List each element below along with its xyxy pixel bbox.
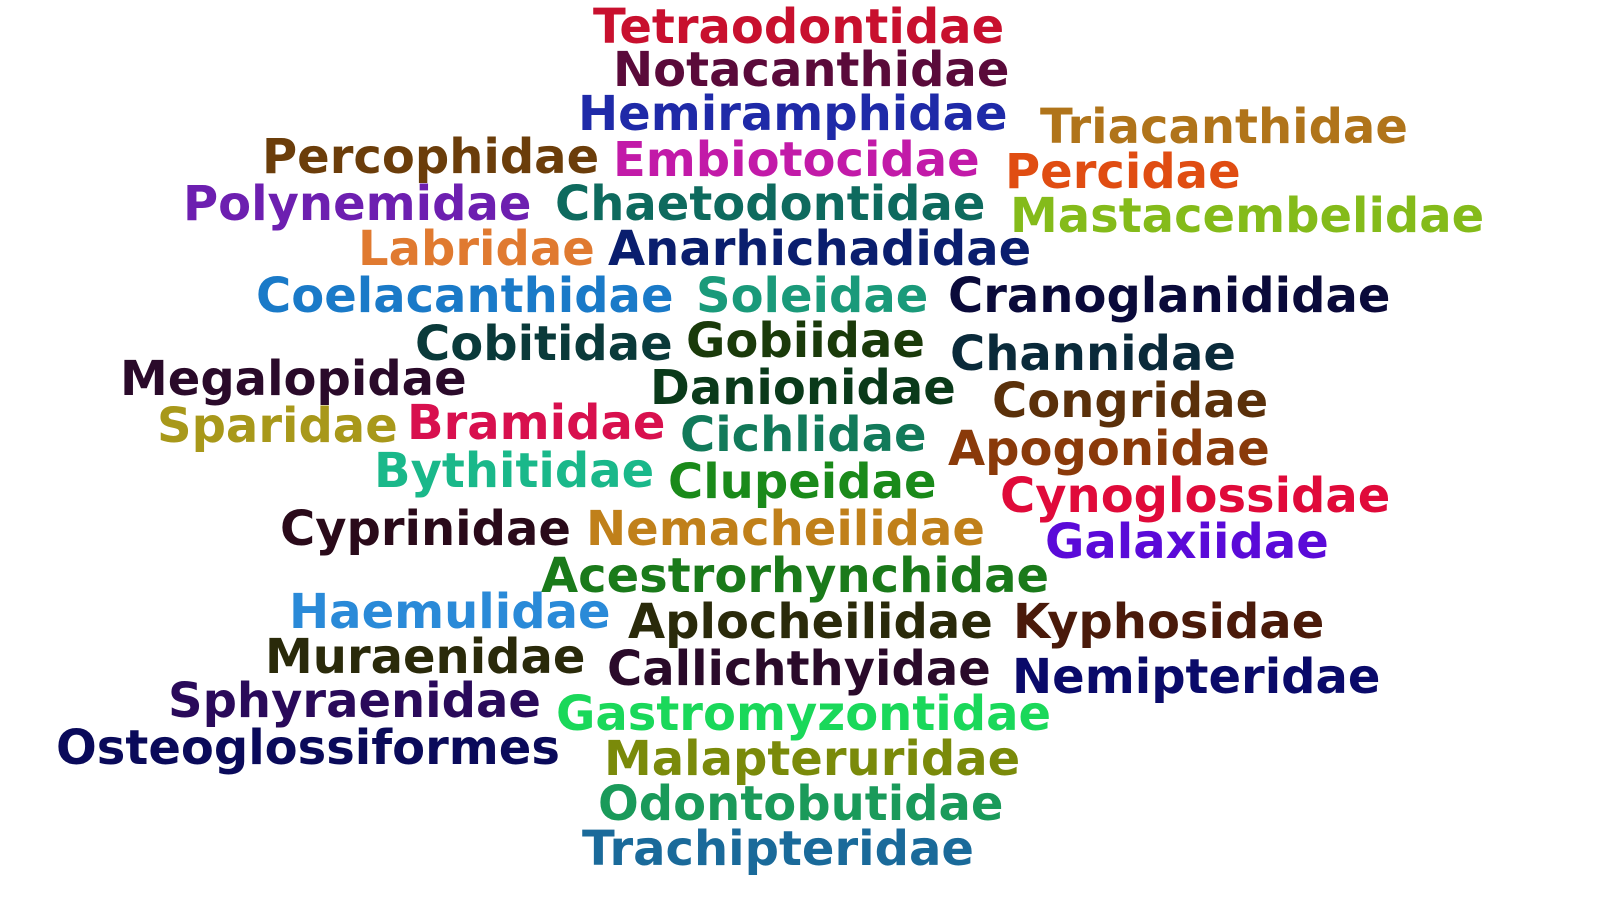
word-item: Nemipteridae [1012,649,1381,705]
word-item: Danionidae [650,360,956,416]
word-item: Anarhichadidae [608,221,1032,277]
word-item: Osteoglossiformes [56,720,560,776]
word-item: Aplocheilidae [628,594,993,650]
word-item: Tetraodontidae [593,0,1005,55]
word-item: Cichlidae [680,407,927,463]
word-item: Trachipteridae [582,821,974,877]
word-item: Apogonidae [948,421,1270,477]
word-item: Callichthyidae [607,641,991,697]
word-item: Haemulidae [289,584,611,640]
word-item: Embiotocidae [613,132,980,188]
word-item: Acestrorhynchidae [541,548,1050,604]
word-item: Percophidae [262,129,600,185]
word-item: Galaxiidae [1045,514,1329,570]
word-item: Channidae [950,326,1236,382]
word-item: Cynoglossidae [1000,468,1391,524]
word-item: Percidae [1005,144,1241,200]
word-item: Coelacanthidae [256,268,674,324]
word-item: Clupeidae [668,454,937,510]
word-item: Megalopidae [120,351,467,407]
word-item: Malapteruridae [604,731,1021,787]
word-item: Cranoglanididae [948,268,1391,324]
word-item: Muraenidae [265,629,586,685]
word-item: Triacanthidae [1040,99,1408,155]
word-item: Hemiramphidae [578,86,1008,142]
word-item: Bythitidae [374,443,655,499]
word-item: Soleidae [696,268,929,324]
word-item: Odontobutidae [598,776,1004,832]
word-item: Notacanthidae [613,42,1010,98]
word-item: Cobitidae [415,316,673,372]
word-item: Kyphosidae [1013,594,1325,650]
word-item: Gobiidae [686,313,925,369]
word-item: Congridae [992,373,1269,429]
word-item: Polynemidae [183,176,532,232]
word-item: Bramidae [407,395,666,451]
word-item: Labridae [358,221,595,277]
word-item: Sphyraenidae [168,673,541,729]
word-item: Mastacembelidae [1010,188,1485,244]
word-item: Gastromyzontidae [556,686,1052,742]
word-item: Cyprinidae [280,501,571,557]
word-item: Sparidae [157,398,398,454]
word-item: Chaetodontidae [555,176,986,232]
word-item: Nemacheilidae [586,501,985,557]
